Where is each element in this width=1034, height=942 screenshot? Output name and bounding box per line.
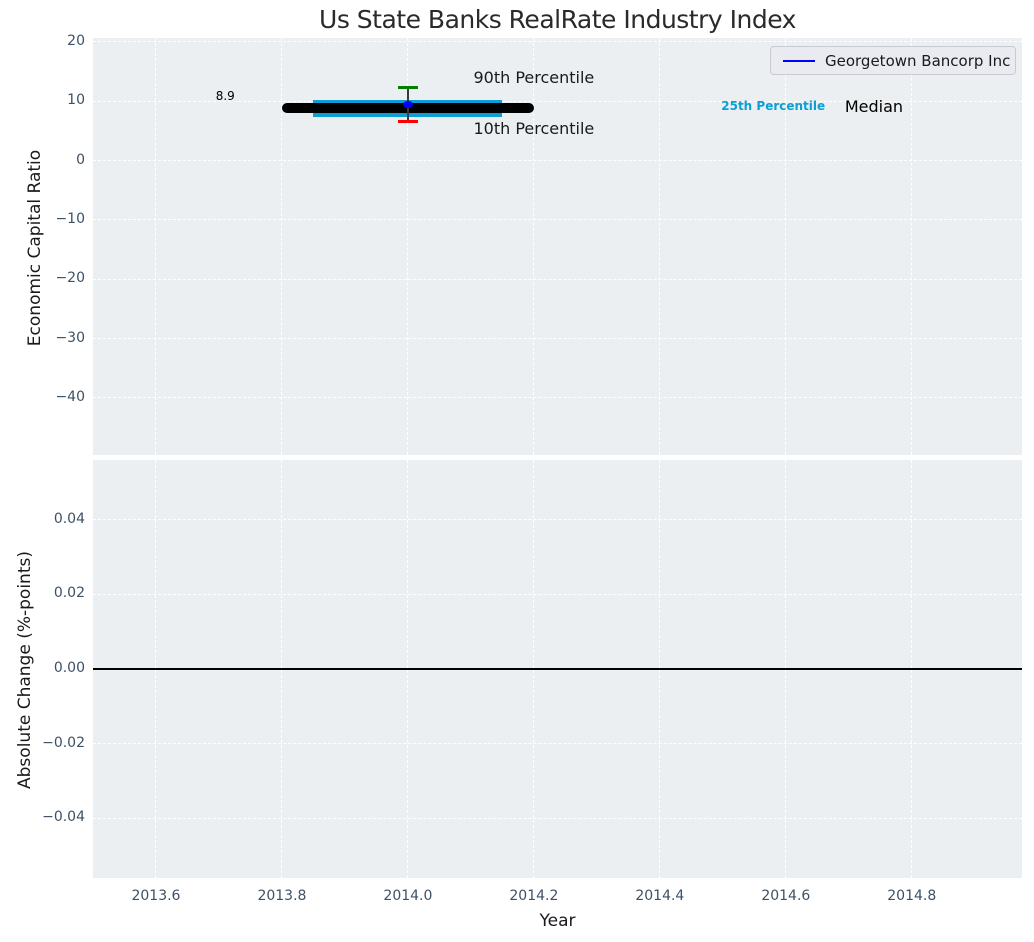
gridline-v <box>407 38 409 455</box>
y-tick-label: 10 <box>67 92 85 109</box>
y-tick-label: 0.00 <box>53 660 85 676</box>
x-tick-label: 2014.2 <box>509 888 559 904</box>
gridline-h <box>93 593 1022 595</box>
y-tick-label: −0.02 <box>42 734 85 751</box>
x-axis-label: Year <box>539 911 576 931</box>
gridline-h <box>93 278 1022 280</box>
gridline-h <box>93 817 1022 819</box>
axes-economic-capital-ratio: 8.9 90th Percentile 10th Percentile 25th Pe… <box>93 38 1022 455</box>
x-tick-label: 2013.8 <box>257 888 307 904</box>
errorbar-top-cap <box>397 85 418 89</box>
gridline-h <box>93 100 1022 102</box>
y-tick-label: 0.04 <box>53 510 85 527</box>
y-tick-label: −0.04 <box>42 809 85 826</box>
x-tick-label: 2014.4 <box>635 888 685 904</box>
data-point-georgetown-bancorp-inc <box>402 100 413 108</box>
gridline-h <box>93 397 1022 399</box>
gridline-v <box>911 38 913 455</box>
annotation-90th-percentile: 90th Percentile <box>473 68 595 88</box>
x-tick-label: 2014.8 <box>887 888 937 904</box>
y-axis-label-top: Economic Capital Ratio <box>25 149 45 347</box>
gridline-v <box>281 38 283 455</box>
legend-line-sample-icon <box>783 59 815 62</box>
gridline-h <box>93 41 1022 43</box>
gridline-h <box>93 219 1022 221</box>
x-tick-label: 2014.6 <box>761 888 811 904</box>
gridline-h <box>93 337 1022 339</box>
errorbar-bottom-cap <box>397 120 418 124</box>
y-tick-label: −20 <box>55 270 85 287</box>
y-tick-label: −30 <box>55 329 85 346</box>
y-tick-label: −10 <box>55 211 85 228</box>
x-tick-label: 2013.6 <box>131 888 181 904</box>
gridline-v <box>659 38 661 455</box>
annotation-10th-percentile: 10th Percentile <box>473 119 595 139</box>
axes-absolute-change <box>93 460 1022 878</box>
gridline-h <box>93 518 1022 520</box>
legend-label: Georgetown Bancorp Inc <box>825 51 1011 70</box>
annotation-median: Median <box>844 96 904 116</box>
y-tick-label: 20 <box>67 33 85 50</box>
x-tick-label: 2014.0 <box>383 888 433 904</box>
y-tick-label: 0.02 <box>53 585 85 602</box>
gridline-h <box>93 160 1022 162</box>
legend: Georgetown Bancorp Inc <box>770 46 1016 75</box>
y-tick-label: −40 <box>55 389 85 406</box>
annotation-25th-percentile: 25th Percentile <box>721 99 826 114</box>
series-zero-line <box>93 668 1022 670</box>
gridline-h <box>93 742 1022 744</box>
gridline-v <box>155 38 157 455</box>
gridline-v <box>785 38 787 455</box>
annotation-8.9: 8.9 <box>215 88 235 103</box>
gridline-v <box>533 38 535 455</box>
y-tick-label: 0 <box>76 151 85 168</box>
chart-title: Us State Banks RealRate Industry Index <box>319 5 796 34</box>
